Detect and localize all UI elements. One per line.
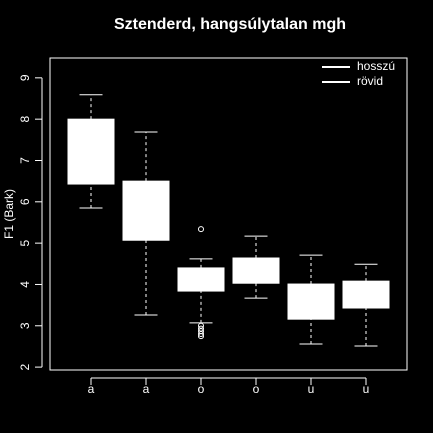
y-tick-label: 5 xyxy=(18,239,32,246)
box xyxy=(177,267,225,292)
y-tick-label: 2 xyxy=(18,363,32,370)
outlier xyxy=(198,333,204,340)
y-tick-label: 4 xyxy=(18,281,32,288)
y-tick-label: 7 xyxy=(18,157,32,164)
x-tick-label: o xyxy=(253,382,260,396)
x-tick-label: a xyxy=(143,382,150,396)
outlier xyxy=(198,331,204,338)
plot-frame xyxy=(49,57,408,371)
outlier xyxy=(198,226,204,233)
box xyxy=(232,257,280,284)
box xyxy=(342,280,390,309)
x-tick-label: u xyxy=(308,382,315,396)
y-axis-label: F1 (Bark) xyxy=(2,189,16,239)
x-tick-label: o xyxy=(198,382,205,396)
y-tick-label: 6 xyxy=(18,198,32,205)
legend-label: rövid xyxy=(357,74,383,88)
chart-title: Sztenderd, hangsúlytalan mgh xyxy=(114,16,346,33)
legend-label: hosszú xyxy=(357,59,395,73)
y-tick-label: 9 xyxy=(18,74,32,81)
box xyxy=(287,283,335,320)
y-tick-label: 8 xyxy=(18,116,32,123)
box xyxy=(122,180,170,241)
box xyxy=(67,118,115,185)
x-tick-label: a xyxy=(88,382,95,396)
x-tick-label: u xyxy=(363,382,370,396)
y-tick-label: 3 xyxy=(18,322,32,329)
